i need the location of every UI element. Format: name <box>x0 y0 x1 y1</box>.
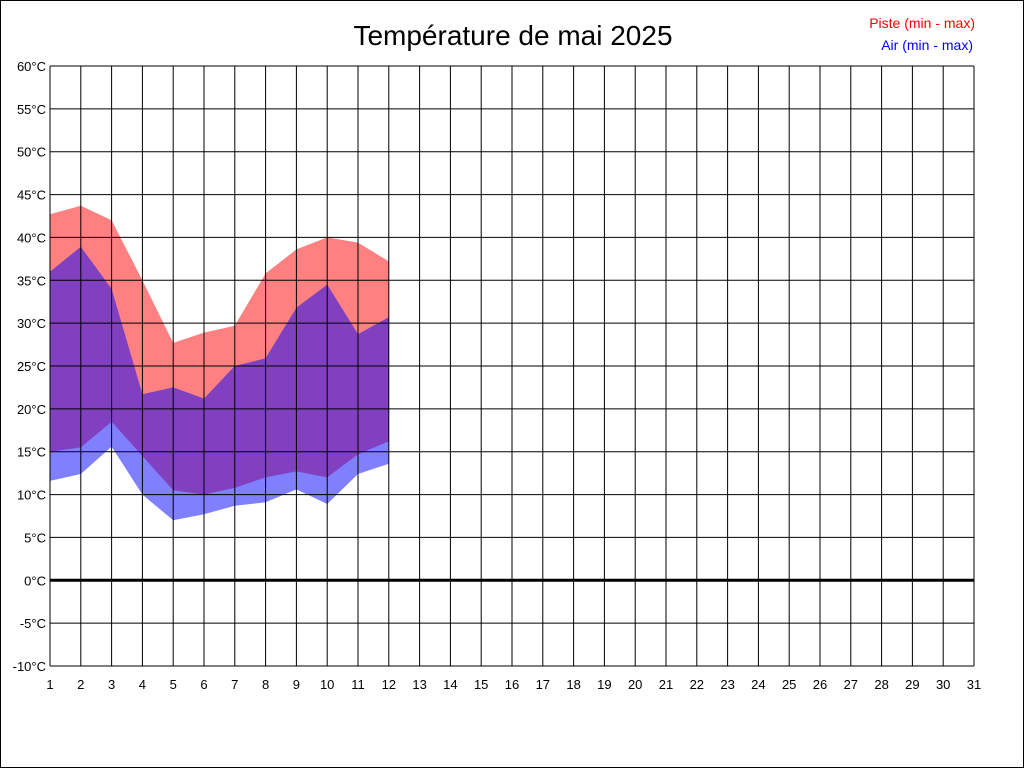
x-tick-label: 5 <box>170 677 177 692</box>
x-tick-label: 23 <box>720 677 734 692</box>
y-axis-ticks: 60°C 55°C 50°C 45°C 40°C 35°C 30°C 25°C 20°C 15°C… <box>13 59 46 674</box>
x-tick-label: 25 <box>782 677 796 692</box>
x-tick-label: 30 <box>936 677 950 692</box>
x-axis-ticks: 1 2 3 4 5 6 7 8 9 10 11 12 13 14 15 16 17 18 19 20 21 22 23 24 2… <box>46 677 981 692</box>
y-tick-label: 5°C <box>24 530 46 545</box>
x-tick-label: 16 <box>505 677 519 692</box>
x-tick-label: 14 <box>443 677 457 692</box>
y-tick-label: 40°C <box>17 230 46 245</box>
x-tick-label: 17 <box>536 677 550 692</box>
y-tick-label: 25°C <box>17 359 46 374</box>
x-tick-label: 31 <box>967 677 981 692</box>
y-tick-label: 50°C <box>17 145 46 160</box>
x-tick-label: 1 <box>46 677 53 692</box>
y-tick-label: 45°C <box>17 188 46 203</box>
x-tick-label: 3 <box>108 677 115 692</box>
x-tick-label: 2 <box>77 677 84 692</box>
x-tick-label: 22 <box>690 677 704 692</box>
legend-piste: Piste (min - max) <box>869 15 975 31</box>
x-tick-label: 26 <box>813 677 827 692</box>
x-tick-label: 19 <box>597 677 611 692</box>
chart-title: Température de mai 2025 <box>353 20 672 51</box>
y-tick-label: -5°C <box>20 616 46 631</box>
x-tick-label: 29 <box>905 677 919 692</box>
series-areas <box>50 205 389 521</box>
x-tick-label: 24 <box>751 677 765 692</box>
grid-lines <box>49 65 975 667</box>
x-tick-label: 18 <box>566 677 580 692</box>
x-tick-label: 12 <box>382 677 396 692</box>
x-tick-label: 15 <box>474 677 488 692</box>
y-tick-label: 0°C <box>24 573 46 588</box>
x-tick-label: 27 <box>844 677 858 692</box>
x-tick-label: 7 <box>231 677 238 692</box>
x-tick-label: 9 <box>293 677 300 692</box>
y-tick-label: 55°C <box>17 102 46 117</box>
x-tick-label: 21 <box>659 677 673 692</box>
x-tick-label: 4 <box>139 677 146 692</box>
y-tick-label: 10°C <box>17 488 46 503</box>
area-overlap <box>50 246 389 495</box>
x-tick-label: 8 <box>262 677 269 692</box>
y-tick-label: 20°C <box>17 402 46 417</box>
x-tick-label: 20 <box>628 677 642 692</box>
y-tick-label: 15°C <box>17 445 46 460</box>
y-tick-label: -10°C <box>13 659 46 674</box>
y-tick-label: 30°C <box>17 316 46 331</box>
x-tick-label: 11 <box>351 677 365 692</box>
x-tick-label: 28 <box>874 677 888 692</box>
legend-air: Air (min - max) <box>881 37 973 53</box>
y-tick-label: 60°C <box>17 59 46 74</box>
y-tick-label: 35°C <box>17 273 46 288</box>
x-tick-label: 6 <box>200 677 207 692</box>
x-tick-label: 13 <box>412 677 426 692</box>
x-tick-label: 10 <box>320 677 334 692</box>
